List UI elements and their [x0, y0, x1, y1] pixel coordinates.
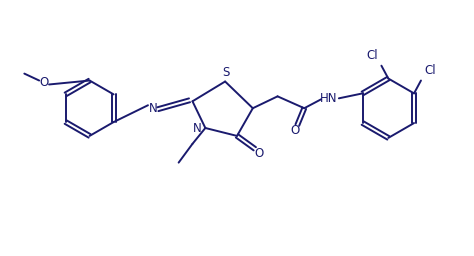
- Text: O: O: [291, 124, 300, 137]
- Text: HN: HN: [320, 92, 338, 105]
- Text: N: N: [148, 102, 157, 115]
- Text: S: S: [222, 66, 230, 79]
- Text: O: O: [254, 147, 264, 160]
- Text: Cl: Cl: [367, 49, 378, 62]
- Text: Cl: Cl: [424, 64, 436, 77]
- Text: N: N: [193, 122, 202, 135]
- Text: O: O: [39, 76, 49, 89]
